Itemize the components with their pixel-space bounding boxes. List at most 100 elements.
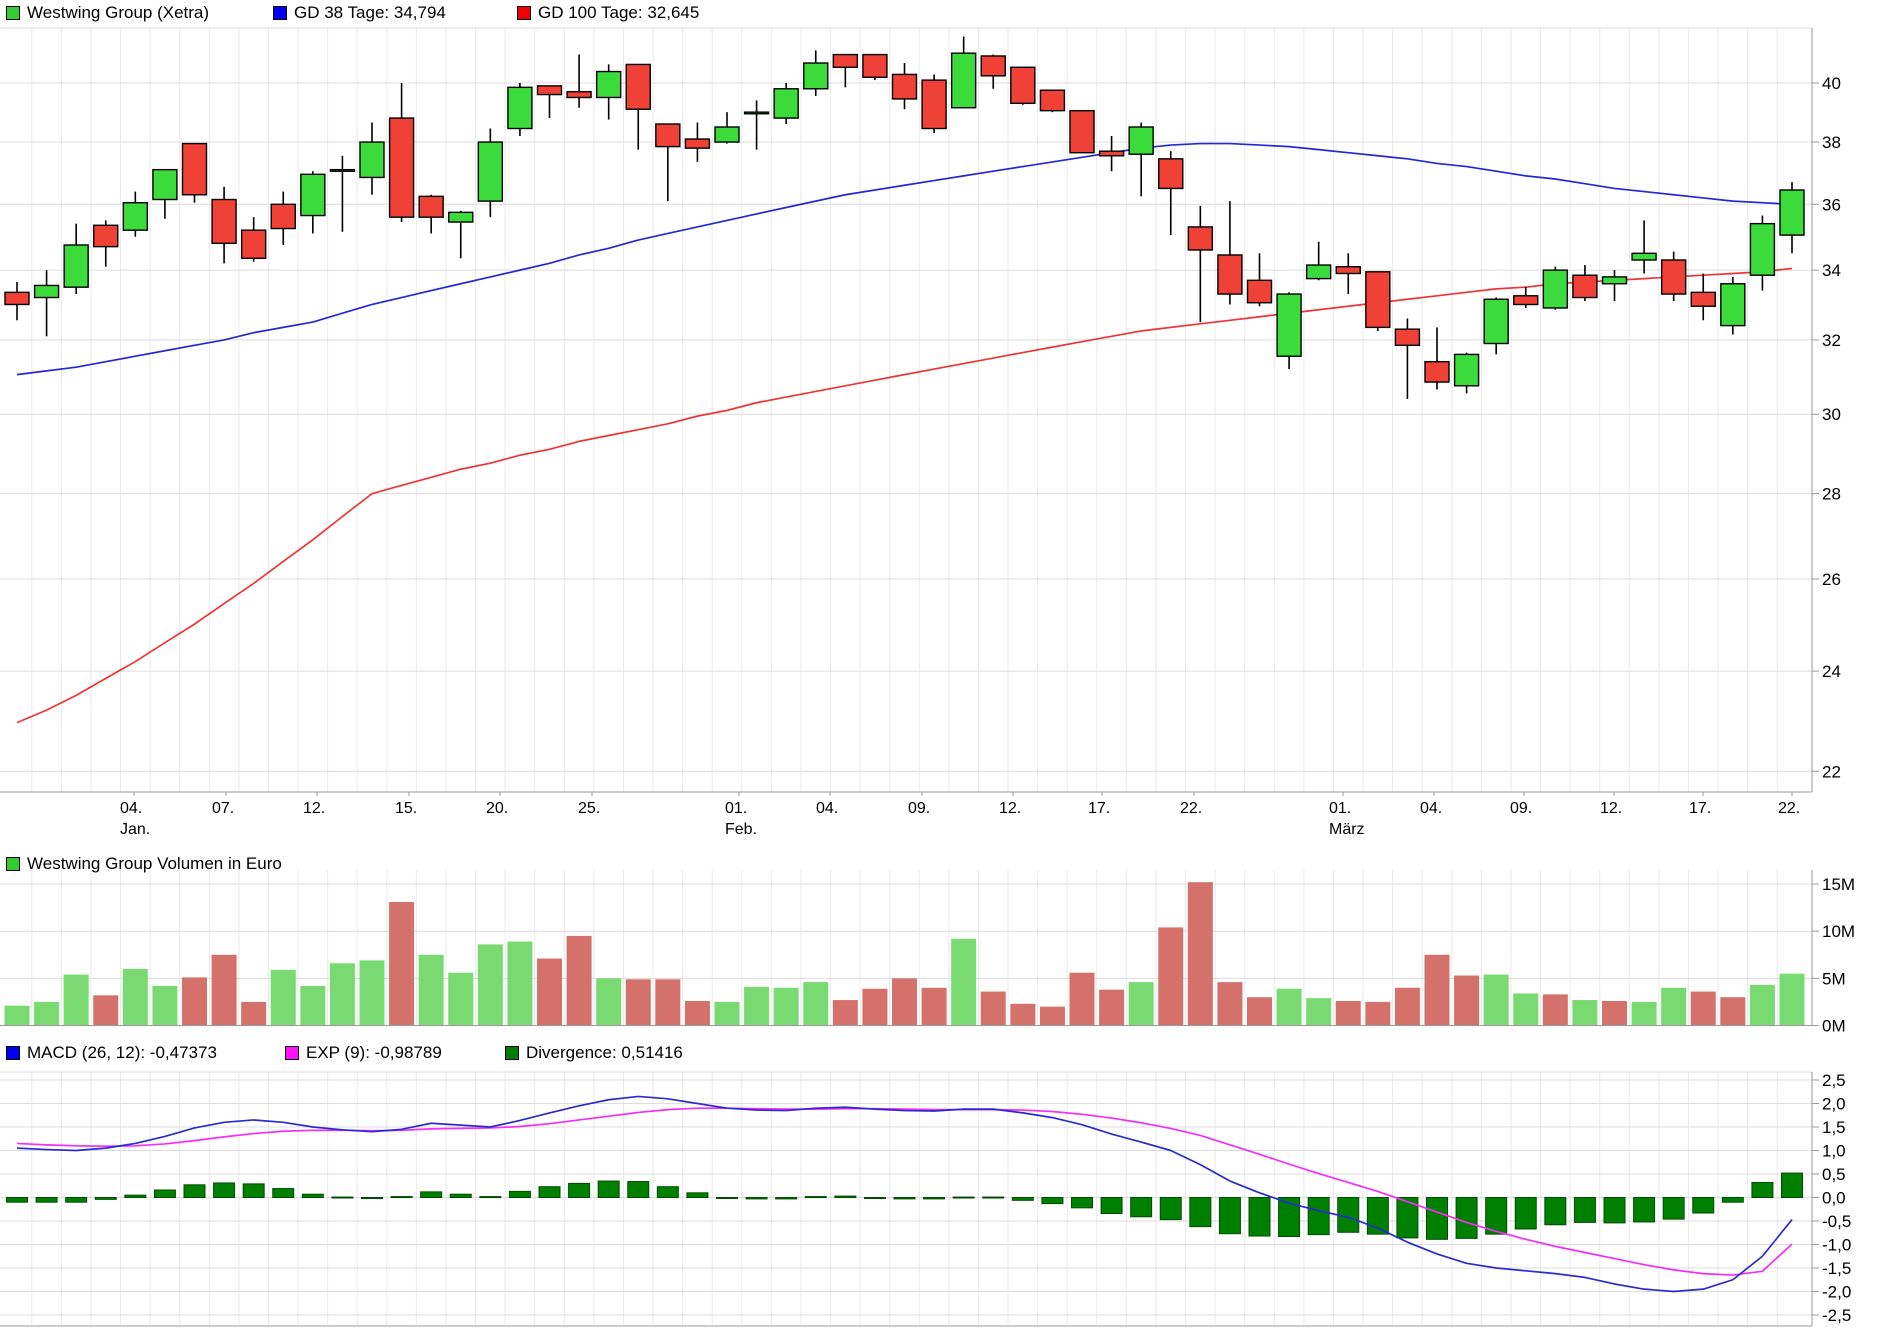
- date-label: 04.: [120, 800, 142, 817]
- candle-body: [1513, 295, 1539, 306]
- candle-body: [329, 168, 356, 172]
- divergence-bar: [1041, 1197, 1064, 1205]
- divergence-bar: [331, 1196, 354, 1199]
- volume-bar: [684, 1000, 710, 1026]
- volume-bar: [1483, 974, 1509, 1026]
- date-label: 12.: [1600, 800, 1622, 817]
- volume-bar: [1306, 998, 1332, 1026]
- divergence-bar: [479, 1196, 502, 1199]
- date-label: 22.: [1778, 800, 1800, 817]
- macd-axis-label: 1,0: [1822, 1142, 1846, 1161]
- candle-body: [1631, 252, 1657, 261]
- candle-body: [1424, 361, 1450, 383]
- volume-axis-label: 0M: [1822, 1017, 1846, 1036]
- candle-body: [448, 211, 474, 223]
- divergence-bar: [1278, 1197, 1301, 1238]
- divergence-bar: [1218, 1197, 1241, 1235]
- candle-body: [714, 126, 740, 143]
- date-label: 25.: [578, 800, 600, 817]
- volume-bar: [389, 901, 415, 1026]
- candle-body: [1128, 126, 1154, 155]
- candle-body: [359, 141, 385, 179]
- volume-bar: [1247, 997, 1272, 1026]
- volume-legend-label: Westwing Group Volumen in Euro: [27, 854, 282, 873]
- volume-axis-label: 15M: [1822, 875, 1855, 894]
- divergence-bar: [272, 1188, 295, 1198]
- candle-body: [388, 117, 415, 218]
- candles-swatch-icon: [6, 6, 20, 20]
- macd-axis-label: -0,5: [1822, 1212, 1851, 1231]
- volume-bar: [1069, 972, 1095, 1026]
- gd100-swatch-icon: [517, 6, 531, 20]
- volume-bar: [300, 985, 326, 1026]
- candle-body: [1098, 150, 1125, 157]
- divergence-bar: [834, 1195, 857, 1198]
- divergence-bar: [1781, 1172, 1803, 1199]
- divergence-swatch-icon: [505, 1046, 519, 1060]
- divergence-bar: [1485, 1197, 1508, 1235]
- volume-bar: [211, 954, 237, 1026]
- divergence-bar: [1633, 1197, 1656, 1223]
- divergence-bar: [893, 1197, 916, 1200]
- candle-body: [181, 142, 208, 196]
- volume-bar: [63, 974, 89, 1026]
- divergence-bar: [538, 1186, 561, 1198]
- volume-bar: [329, 963, 355, 1026]
- divergence-bar: [124, 1194, 147, 1199]
- candle-body: [950, 52, 977, 109]
- volume-bar: [152, 985, 178, 1026]
- candle-body: [1187, 226, 1214, 251]
- date-label: 07.: [212, 800, 234, 817]
- gd100-legend-label: GD 100 Tage: 32,645: [538, 3, 700, 22]
- macd-axis-label: -2,0: [1822, 1283, 1851, 1302]
- date-label: 01.: [725, 800, 747, 817]
- volume-bar: [803, 982, 829, 1026]
- macd-axis-label: -2,5: [1822, 1306, 1851, 1325]
- divergence-bar: [1662, 1197, 1685, 1220]
- volume-bar: [1749, 984, 1775, 1026]
- date-label: 22.: [1180, 800, 1202, 817]
- volume-bar: [1602, 1000, 1627, 1026]
- price-axis-label: 22: [1822, 762, 1841, 781]
- candle-body: [1720, 283, 1746, 327]
- gd100-line: [16, 267, 1793, 724]
- candle-body: [1069, 109, 1095, 154]
- date-label: 15.: [395, 800, 417, 817]
- candle-body: [1276, 293, 1302, 357]
- volume-bar: [1099, 989, 1125, 1026]
- volume-bar: [951, 938, 977, 1026]
- divergence-bar: [1159, 1197, 1182, 1221]
- candle-body: [33, 284, 60, 299]
- candle-body: [211, 198, 237, 245]
- volume-bar: [1217, 982, 1243, 1026]
- divergence-bar: [1514, 1197, 1537, 1230]
- volume-bar: [1631, 1001, 1657, 1026]
- month-label: Jan.: [120, 821, 150, 838]
- date-label: 12.: [999, 800, 1021, 817]
- divergence-bar: [1396, 1197, 1419, 1239]
- date-label: 20.: [486, 800, 508, 817]
- volume-bar: [418, 954, 444, 1026]
- candle-body: [1660, 259, 1687, 295]
- divergence-bar: [686, 1192, 709, 1199]
- divergence-bar: [656, 1186, 679, 1198]
- candle-body: [122, 202, 149, 231]
- divergence-bar: [863, 1197, 886, 1199]
- price-axis-label: 24: [1822, 662, 1841, 681]
- divergence-bar: [1130, 1197, 1153, 1218]
- volume-bar: [655, 979, 681, 1026]
- volume-bar: [1454, 975, 1480, 1026]
- candle-body: [4, 291, 30, 306]
- divergence-bar: [1692, 1197, 1715, 1214]
- divergence-bar: [1100, 1197, 1123, 1214]
- volume-bar: [1365, 1001, 1391, 1026]
- price-axis-label: 32: [1822, 331, 1841, 350]
- volume-bar: [1010, 1003, 1036, 1026]
- volume-swatch-icon: [6, 857, 20, 871]
- candle-body: [803, 62, 829, 90]
- volume-bar: [1158, 927, 1184, 1026]
- divergence-bar: [242, 1183, 265, 1198]
- volume-bar: [596, 978, 622, 1026]
- candle-body: [1039, 89, 1066, 112]
- divergence-bar: [627, 1181, 650, 1199]
